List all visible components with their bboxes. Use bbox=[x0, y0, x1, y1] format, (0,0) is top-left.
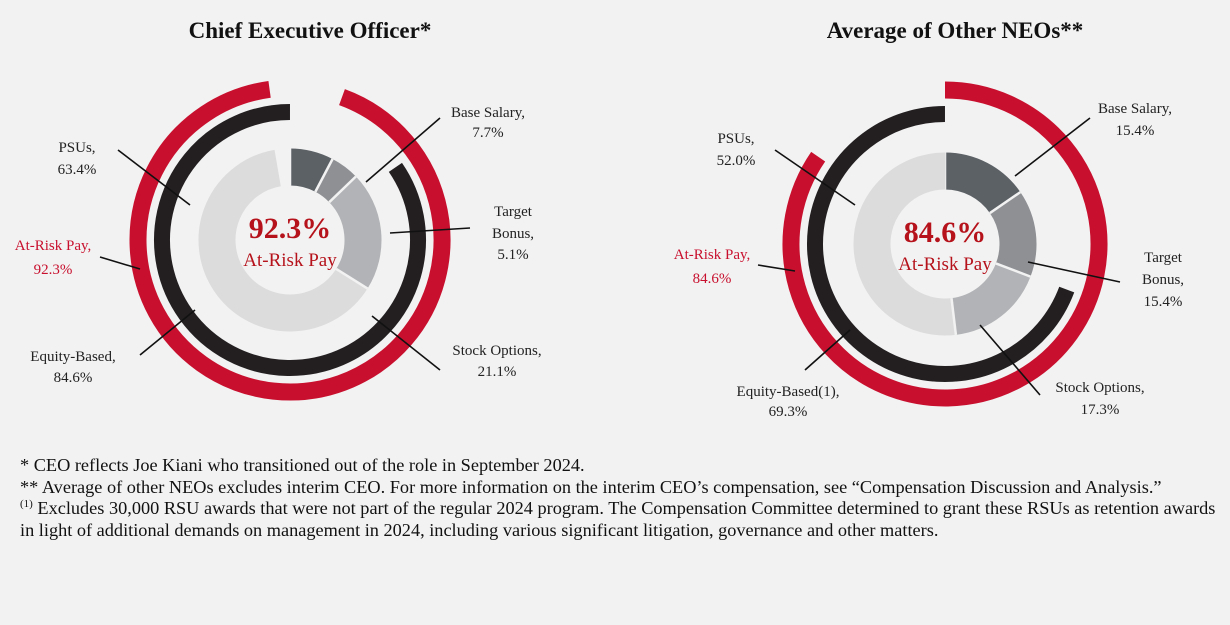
psus-value: 63.4% bbox=[58, 162, 97, 178]
psus-label: PSUs, bbox=[58, 140, 95, 156]
target-bonus-value: 5.1% bbox=[497, 247, 528, 263]
equity-based-label: Equity-Based, bbox=[30, 349, 115, 365]
segment-separator bbox=[314, 158, 334, 193]
at-risk-pay-value: 92.3% bbox=[34, 262, 73, 278]
at-risk-pay-label: At-Risk Pay, bbox=[15, 238, 92, 254]
base-salary-label: Base Salary, bbox=[1098, 101, 1172, 117]
base-salary-value: 7.7% bbox=[472, 125, 503, 141]
equity-based-value: 69.3% bbox=[769, 404, 808, 420]
target-bonus-value: 15.4% bbox=[1144, 294, 1183, 310]
stock-options-value: 21.1% bbox=[478, 364, 517, 380]
base-salary-label: Base Salary, bbox=[451, 105, 525, 121]
stock-options-leader bbox=[979, 324, 1041, 396]
center-value: 84.6% bbox=[904, 216, 987, 249]
footnote-rsu-marker: (1) bbox=[20, 497, 33, 510]
equity-based-value: 84.6% bbox=[54, 370, 93, 386]
base-salary-leader bbox=[1014, 117, 1091, 177]
segment-separator bbox=[950, 297, 958, 335]
equity-based-label: Equity-Based(1), bbox=[737, 384, 840, 400]
psus-label: PSUs, bbox=[717, 131, 754, 147]
base-salary-segment bbox=[944, 152, 1021, 214]
target-bonus-leader bbox=[1027, 261, 1121, 283]
stock-options-label: Stock Options, bbox=[452, 343, 541, 359]
center-value: 92.3% bbox=[249, 212, 332, 245]
stock-options-leader bbox=[371, 315, 441, 371]
footnote-neo: ** Average of other NEOs excludes interi… bbox=[20, 476, 1162, 497]
at-risk-pay-value: 84.6% bbox=[693, 271, 732, 287]
stock-options-segment bbox=[950, 262, 1031, 335]
footnote-ceo: * CEO reflects Joe Kiani who transitione… bbox=[20, 455, 585, 475]
at-risk-pay-label: At-Risk Pay, bbox=[674, 247, 751, 263]
target-bonus-segment bbox=[989, 192, 1037, 277]
chart-title: Average of Other NEOs** bbox=[827, 18, 1084, 43]
compensation-mix-charts: Chief Executive Officer* 92.3% At-Risk Pay… bbox=[15, 18, 1184, 420]
footnotes: * CEO reflects Joe Kiani who transitione… bbox=[20, 455, 1225, 541]
stock-options-segment bbox=[328, 176, 382, 289]
equity-based-leader bbox=[804, 329, 851, 371]
stock-options-label: Stock Options, bbox=[1055, 380, 1144, 396]
target-bonus-leader bbox=[389, 227, 471, 234]
footnote-rsu-text: Excludes 30,000 RSU awards that were not… bbox=[20, 498, 1216, 540]
stock-options-value: 17.3% bbox=[1081, 402, 1120, 418]
base-salary-segment bbox=[289, 148, 333, 193]
at-risk-pay-leader bbox=[757, 264, 796, 272]
base-salary-leader bbox=[365, 117, 441, 183]
segment-separator bbox=[335, 267, 369, 290]
segment-separator bbox=[328, 175, 357, 204]
center-caption: At-Risk Pay bbox=[243, 250, 337, 271]
segment-separator bbox=[989, 191, 1022, 215]
psus-leader bbox=[117, 149, 191, 206]
target-bonus-label-line1: Target bbox=[1144, 250, 1183, 266]
psus-value: 52.0% bbox=[717, 153, 756, 169]
target-bonus-label-line2: Bonus, bbox=[492, 226, 534, 242]
target-bonus-label-line2: Bonus, bbox=[1142, 272, 1184, 288]
charts-area: Chief Executive Officer* 92.3% At-Risk Pay… bbox=[15, 18, 1184, 420]
psus-leader bbox=[774, 149, 856, 206]
equity-based-ring bbox=[154, 104, 426, 376]
chart-title: Chief Executive Officer* bbox=[189, 18, 432, 43]
equity-based-leader bbox=[139, 309, 196, 356]
target-bonus-segment bbox=[314, 159, 356, 203]
psus-segment bbox=[853, 152, 956, 336]
base-salary-value: 15.4% bbox=[1116, 123, 1155, 139]
center-caption: At-Risk Pay bbox=[898, 254, 992, 275]
at-risk-pay-ring bbox=[129, 80, 451, 401]
equity-based-ring bbox=[807, 106, 1075, 382]
footnote-rsu: (1) Excludes 30,000 RSU awards that were… bbox=[20, 498, 1225, 541]
segment-separator bbox=[995, 262, 1031, 278]
psus-segment bbox=[198, 149, 368, 332]
at-risk-pay-leader bbox=[99, 256, 141, 270]
target-bonus-label-line1: Target bbox=[494, 204, 533, 220]
